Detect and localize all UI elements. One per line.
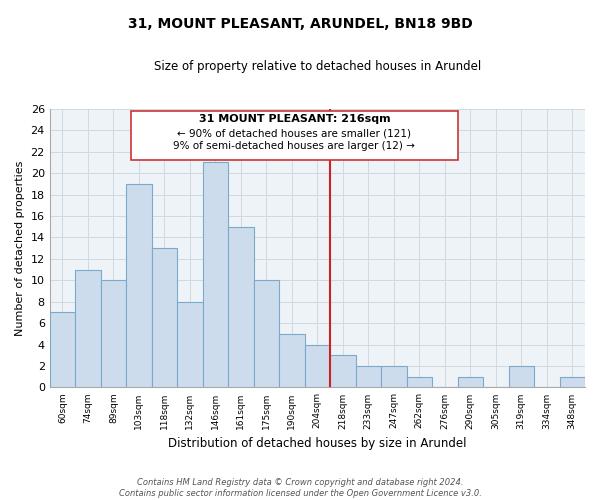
Bar <box>305 344 330 388</box>
Bar <box>228 226 254 388</box>
Y-axis label: Number of detached properties: Number of detached properties <box>15 160 25 336</box>
Bar <box>381 366 407 388</box>
Bar <box>50 312 75 388</box>
Bar <box>254 280 279 388</box>
Bar <box>458 376 483 388</box>
X-axis label: Distribution of detached houses by size in Arundel: Distribution of detached houses by size … <box>168 437 467 450</box>
Bar <box>75 270 101 388</box>
Text: 31 MOUNT PLEASANT: 216sqm: 31 MOUNT PLEASANT: 216sqm <box>199 114 390 124</box>
Bar <box>177 302 203 388</box>
Bar <box>101 280 126 388</box>
Bar <box>509 366 534 388</box>
Bar <box>560 376 585 388</box>
Bar <box>279 334 305 388</box>
FancyBboxPatch shape <box>131 111 458 160</box>
Bar <box>152 248 177 388</box>
Bar <box>126 184 152 388</box>
Bar <box>330 356 356 388</box>
Bar <box>356 366 381 388</box>
Text: Contains HM Land Registry data © Crown copyright and database right 2024.
Contai: Contains HM Land Registry data © Crown c… <box>119 478 481 498</box>
Text: 9% of semi-detached houses are larger (12) →: 9% of semi-detached houses are larger (1… <box>173 141 415 151</box>
Bar <box>407 376 432 388</box>
Bar <box>203 162 228 388</box>
Text: 31, MOUNT PLEASANT, ARUNDEL, BN18 9BD: 31, MOUNT PLEASANT, ARUNDEL, BN18 9BD <box>128 18 472 32</box>
Text: ← 90% of detached houses are smaller (121): ← 90% of detached houses are smaller (12… <box>178 128 412 138</box>
Title: Size of property relative to detached houses in Arundel: Size of property relative to detached ho… <box>154 60 481 73</box>
